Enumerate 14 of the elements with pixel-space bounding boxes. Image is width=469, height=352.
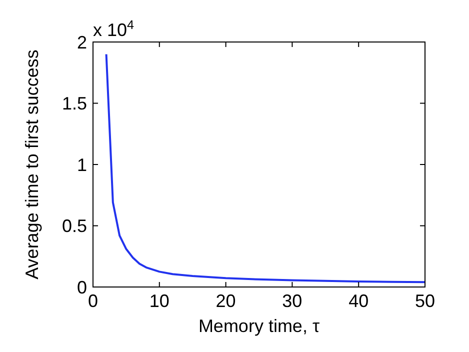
y-tick-label: 0.5 bbox=[62, 216, 87, 236]
x-tick-label: 40 bbox=[348, 291, 369, 311]
y-tick-label: 1 bbox=[76, 154, 87, 175]
x-tick-label: 50 bbox=[414, 291, 436, 311]
x-tick-label: 10 bbox=[149, 291, 170, 311]
x-tick-label: 30 bbox=[282, 291, 302, 311]
y-axis-title: Average time to first success bbox=[22, 50, 42, 280]
line-series bbox=[105, 53, 426, 284]
x-axis-title: Memory time, τ bbox=[198, 316, 320, 336]
y-tick-label: 2 bbox=[76, 32, 87, 52]
text: x 10$^{4}$ bbox=[93, 18, 134, 40]
y-tick-label: 0 bbox=[76, 277, 87, 298]
x-tick-label: 20 bbox=[216, 291, 236, 311]
y-tick-label: 1.5 bbox=[62, 94, 87, 114]
